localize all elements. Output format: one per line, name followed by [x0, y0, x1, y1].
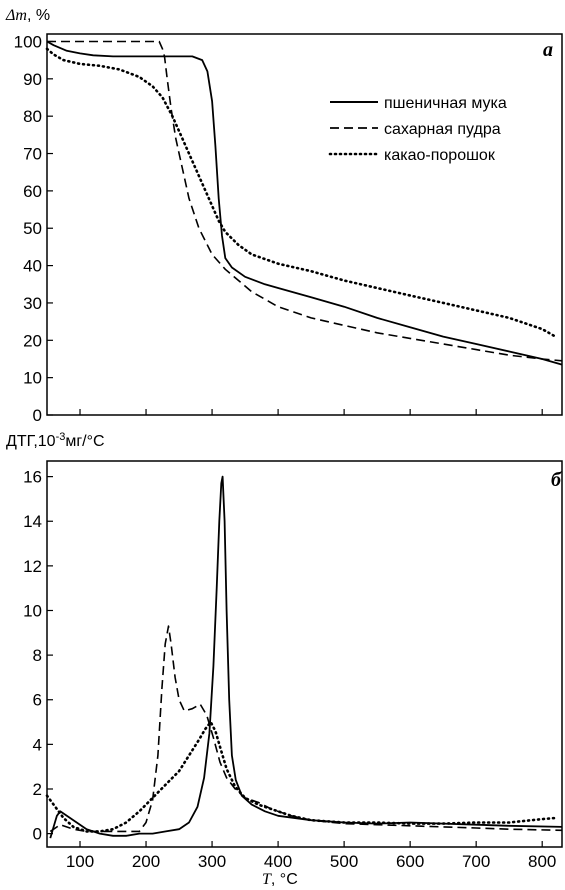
panel-b-y-tick-label: 0 [33, 825, 42, 844]
panel-b-series-cocoa-powder [45, 720, 557, 833]
panel-a-y-tick-label: 50 [23, 219, 42, 238]
panel-b: ДТГ,10-3мг/°С б 0 2 4 6 8 10 12 14 16 100 200 300 40… [6, 431, 563, 888]
x-tick-label: 600 [396, 852, 424, 871]
panel-a-series-wheat-flour [46, 40, 563, 366]
panel-b-y-tick-label: 10 [23, 601, 42, 620]
panel-b-y-tick-label: 16 [23, 468, 42, 487]
panel-a-lines [45, 40, 563, 366]
panel-b-y-tick-label: 14 [23, 512, 42, 531]
panel-b-lines [45, 475, 563, 839]
panel-b-y-tick-label: 2 [33, 780, 42, 799]
x-tick-label: 500 [330, 852, 358, 871]
x-axis-unit: , °С [271, 871, 298, 888]
panel-a-y-tick-label: 70 [23, 145, 42, 164]
panel-b-series-powdered-sugar [49, 625, 563, 833]
panel-a: Δm, % a 0 10 20 30 40 50 60 70 80 90 100 пшеничная… [5, 7, 563, 425]
panel-a-y-tick-label: 0 [33, 406, 42, 425]
panel-a-y-tick-label: 20 [23, 331, 42, 350]
panel-b-y-tick-label: 4 [33, 735, 42, 754]
panel-b-y-axis-unit: мг/°С [65, 433, 104, 450]
legend: пшеничная мука сахарная пудра какао-поро… [328, 95, 507, 164]
x-tick-label: 300 [198, 852, 226, 871]
panel-a-plot-frame [46, 33, 563, 416]
panel-a-y-tick-label: 10 [23, 369, 42, 388]
panel-a-y-axis-unit: , % [27, 7, 50, 24]
panel-b-letter: б [551, 469, 562, 491]
panel-a-y-tick-label: 40 [23, 257, 42, 276]
panel-b-series-wheat-flour [49, 475, 563, 839]
x-tick-label: 800 [528, 852, 556, 871]
x-tick-label: 100 [66, 852, 94, 871]
panel-a-letter: a [543, 39, 553, 61]
panel-a-ticks: 0 10 20 30 40 50 60 70 80 90 100 [14, 32, 543, 425]
legend-label-powdered-sugar: сахарная пудра [384, 121, 501, 138]
legend-label-wheat-flour: пшеничная мука [384, 95, 507, 112]
panel-a-y-tick-label: 30 [23, 294, 42, 313]
panel-b-ticks: 0 2 4 6 8 10 12 14 16 100 200 300 400 500 600 700 800 [23, 468, 556, 871]
x-axis-symbol: T [262, 871, 272, 888]
legend-label-cocoa-powder: какао-порошок [384, 147, 496, 164]
x-tick-label: 700 [462, 852, 490, 871]
panel-b-y-tick-label: 12 [23, 557, 42, 576]
panel-a-y-tick-label: 90 [23, 70, 42, 89]
panel-a-series-cocoa-powder [45, 47, 557, 338]
panel-b-y-axis-prefix: ДТГ,10 [6, 433, 56, 450]
panel-b-y-axis-title: ДТГ,10-3мг/°С [6, 431, 105, 450]
panel-b-plot-frame [46, 460, 563, 848]
x-axis-title: T, °С [262, 871, 298, 888]
panel-a-y-tick-label: 100 [14, 32, 42, 51]
x-tick-label: 200 [132, 852, 160, 871]
panel-b-y-tick-label: 8 [33, 646, 42, 665]
panel-b-y-tick-label: 6 [33, 691, 42, 710]
panel-b-y-axis-exponent: -3 [56, 431, 66, 443]
panel-a-y-axis-title: Δm, % [5, 7, 50, 24]
panel-a-y-tick-label: 60 [23, 182, 42, 201]
x-tick-label: 400 [264, 852, 292, 871]
panel-a-y-axis-symbol: Δm [5, 7, 27, 24]
panel-a-series-powdered-sugar [47, 40, 563, 362]
panel-a-y-tick-label: 80 [23, 107, 42, 126]
